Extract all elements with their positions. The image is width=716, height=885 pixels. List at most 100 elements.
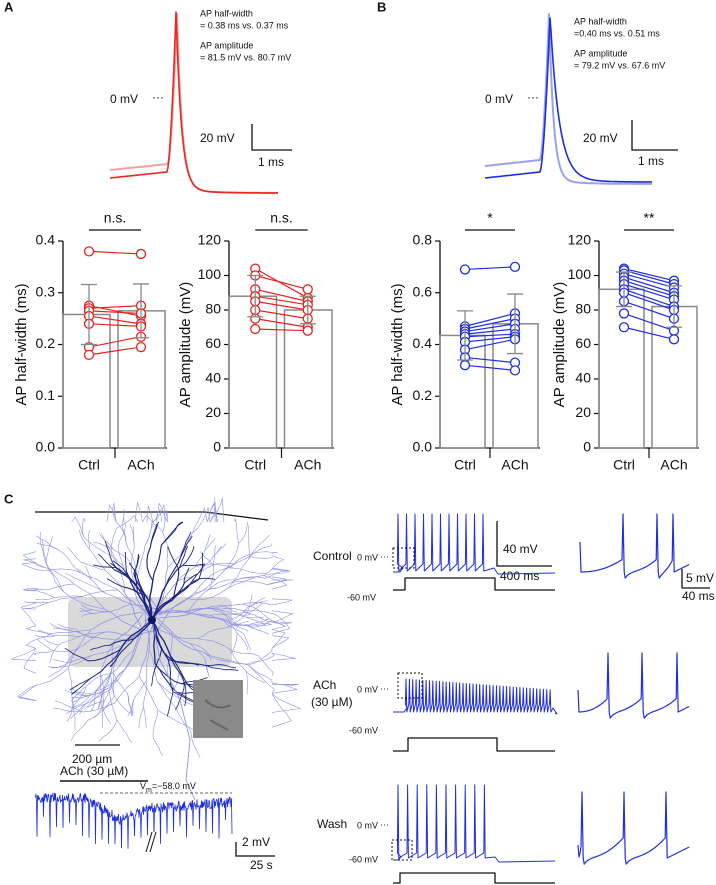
error-bar [666, 285, 682, 328]
stimulus-step [393, 577, 555, 591]
dendrite [90, 579, 107, 594]
pair-line [255, 300, 308, 311]
dendrite [157, 629, 198, 639]
dendrite [266, 579, 294, 585]
dendrite [77, 568, 92, 580]
dendrite [133, 573, 145, 595]
dendrite [88, 529, 90, 550]
dendrite [106, 504, 117, 523]
y-axis-label: AP half-width (ms) [13, 283, 30, 405]
dendrite [151, 619, 156, 664]
y-tick-label: 20 [205, 404, 221, 420]
dendrite [223, 605, 238, 613]
y-tick-label: 60 [205, 335, 221, 351]
dendrite [100, 673, 105, 703]
y-axis-label: AP amplitude (mV) [177, 282, 194, 408]
row-label: Wash [317, 817, 347, 831]
dendrite [271, 693, 302, 713]
scale-bar [496, 521, 552, 567]
dendrite [149, 523, 158, 548]
dendrite [168, 658, 207, 667]
dendrite [212, 543, 227, 558]
dendrite [271, 610, 294, 623]
dendrite [182, 546, 195, 566]
y-tick-label: 0.3 [36, 283, 56, 299]
pair-line [623, 273, 675, 289]
dendrite [173, 568, 180, 597]
dendrite [146, 547, 154, 581]
dendrite [263, 567, 291, 576]
dendrite [204, 533, 211, 551]
dendrite [197, 638, 230, 650]
dendrite [82, 589, 119, 597]
dendrite [220, 609, 238, 634]
dendrite [69, 674, 97, 691]
dendrite [87, 703, 115, 721]
y-tick-label: 0 [583, 439, 591, 455]
dendrite [71, 674, 97, 695]
dendrite [142, 515, 163, 533]
dendrite [187, 587, 229, 601]
dendrite [64, 647, 88, 662]
dendrite [72, 695, 88, 703]
y-tick-label: 120 [198, 232, 222, 248]
dendrite [66, 699, 73, 722]
dendrite [58, 636, 81, 646]
dendrite [97, 689, 104, 711]
dendrite [173, 578, 200, 598]
dendrite [79, 631, 107, 648]
dendrite [116, 515, 139, 529]
dendrite [84, 690, 110, 705]
dendrite [196, 614, 223, 620]
dendrite [104, 608, 151, 633]
dendrite [101, 666, 113, 693]
pair-line [464, 338, 516, 351]
scale-bar [251, 124, 292, 151]
dendrite [194, 567, 228, 594]
dendrite [138, 676, 159, 711]
vm-sub: m [146, 787, 152, 794]
zoom-trace [577, 791, 690, 865]
dendrite [18, 684, 38, 702]
dendrite [221, 556, 250, 574]
dendrite [144, 521, 154, 546]
data-point [509, 365, 521, 376]
dendrite [110, 562, 129, 577]
dendrite [199, 563, 218, 573]
dendrite [64, 690, 91, 695]
dendrite [113, 612, 144, 642]
dendrite [131, 543, 135, 566]
dendrite [183, 567, 190, 584]
dendrite [196, 614, 230, 621]
dendrite [133, 680, 147, 700]
dendrite [151, 619, 169, 660]
dendrite [72, 699, 76, 731]
trace [484, 17, 652, 183]
scale-label: 400 ms [500, 569, 539, 583]
dendrite [180, 535, 193, 558]
dendrite [22, 588, 44, 592]
dendrite [187, 572, 222, 600]
scale-label: 200 µm [72, 752, 112, 766]
dendrite [80, 604, 94, 611]
dendrite [48, 665, 69, 668]
dendrite [195, 563, 216, 567]
y-tick-label: 0 [213, 439, 221, 455]
dendrite [206, 664, 236, 669]
dendrite [202, 651, 249, 666]
significance-label: n.s. [270, 210, 293, 226]
dendrite [138, 707, 144, 729]
vm-label: Vm=−58.0 mV [140, 781, 196, 793]
significance-label: ** [644, 210, 655, 226]
x-tick-label: ACh [127, 457, 154, 473]
dendrite [90, 644, 110, 651]
pair-line [88, 250, 142, 255]
dendrite [247, 594, 253, 614]
dendrite [128, 562, 139, 579]
dendrite [124, 592, 144, 632]
dendrite [112, 672, 128, 694]
dendrite [183, 682, 187, 706]
dendrite [271, 693, 292, 728]
pair-line [623, 292, 675, 311]
data-point [618, 322, 630, 333]
